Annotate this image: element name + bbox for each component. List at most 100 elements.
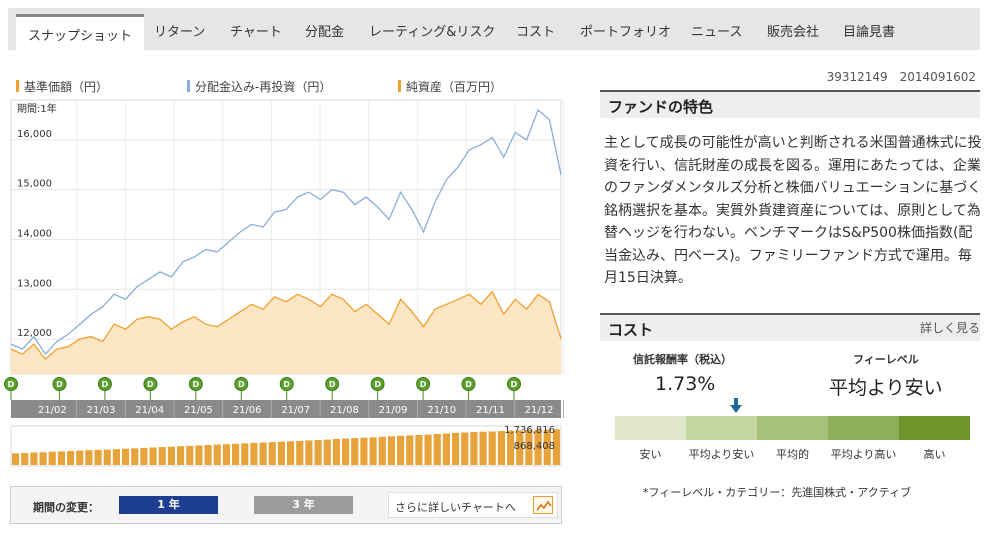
dividend-marker: [279, 377, 294, 391]
fee-level-value: 平均より安い: [829, 377, 943, 399]
net-assets-panel: [10, 425, 562, 467]
dividend-marker-label: D: [465, 380, 472, 389]
legend-nav-price: 基準価額（円）: [16, 78, 108, 95]
net-assets-max-label: 1,736,816: [504, 425, 555, 436]
dividend-marker-label: D: [374, 380, 381, 389]
tab-rating-risk[interactable]: レーティング&リスク: [369, 25, 496, 40]
trust-fee-label: 信託報酬率（税込）: [633, 353, 732, 366]
y-tick-label: 12,000: [17, 328, 52, 339]
net-assets-bar: [195, 445, 203, 465]
net-assets-bar: [149, 447, 157, 465]
net-assets-bar: [415, 434, 423, 465]
period-1y-button[interactable]: 1 年: [119, 496, 218, 514]
more-chart-link[interactable]: さらに詳しいチャートへ: [388, 492, 558, 518]
y-tick-label: 15,000: [17, 179, 52, 190]
fee-level-label: フィーレベル: [853, 353, 919, 366]
tab-portfolio[interactable]: ポートフォリオ: [580, 25, 672, 40]
fee-scale-label-below-average: 平均より安い: [688, 448, 755, 461]
dividend-marker: [52, 377, 67, 391]
y-tick-label: 16,000: [17, 129, 52, 140]
legend-nav-label: 基準価額（円）: [24, 80, 109, 94]
y-tick-label: 14,000: [17, 228, 52, 239]
tab-cost[interactable]: コスト: [516, 25, 556, 40]
tab-bar: スナップショット リターン チャート 分配金 レーティング&リスク コスト ポー…: [8, 8, 980, 50]
tab-distribution[interactable]: 分配金: [305, 25, 345, 40]
tab-snapshot[interactable]: スナップショット: [16, 14, 145, 50]
month-label: 21/05: [184, 405, 213, 416]
fee-scale-label-above-average: 平均より高い: [830, 448, 897, 461]
net-assets-bar: [332, 438, 340, 465]
chart-x-axis: 21/02 21/03 21/04 21/05 21/06 21/07 21/08 21/09…: [38, 400, 564, 418]
net-assets-bar: [314, 439, 322, 465]
net-assets-bar: [525, 429, 533, 465]
net-assets-bar: [497, 431, 505, 465]
net-assets-bar: [378, 436, 386, 465]
dividend-marker: [325, 377, 340, 391]
trust-fee-value: 1.73%: [655, 373, 716, 395]
legend-reinvested-swatch: [187, 80, 190, 92]
dividend-marker: [188, 377, 203, 391]
fee-scale-segment-expensive: [899, 416, 970, 440]
net-assets-bar: [369, 437, 377, 465]
dividend-marker: [97, 377, 112, 391]
dividend-marker-label: D: [511, 380, 518, 389]
tab-chart[interactable]: チャート: [230, 25, 282, 40]
dividend-marker: [370, 377, 385, 391]
features-heading: ファンドの特色: [600, 90, 980, 118]
month-label: 21/07: [281, 405, 310, 416]
net-assets-bar: [30, 452, 38, 465]
legend-reinvested-label: 分配金込み-再投資（円）: [195, 80, 332, 94]
tab-news[interactable]: ニュース: [691, 25, 743, 40]
net-assets-bar: [232, 443, 240, 465]
net-assets-min-label: 868,408: [514, 441, 555, 452]
fee-scale-segment-below-average: [686, 416, 757, 440]
month-label: 21/06: [233, 405, 262, 416]
net-assets-bar: [241, 443, 249, 465]
net-assets-bars: [12, 429, 560, 465]
period-label: 期間の変更：: [33, 501, 99, 514]
dividend-marker: [461, 377, 476, 391]
tab-return[interactable]: リターン: [154, 25, 206, 40]
net-assets-bar: [470, 432, 478, 465]
net-assets-bar: [424, 434, 432, 465]
dividend-marker-label: D: [56, 380, 63, 389]
net-assets-bar: [534, 429, 542, 465]
chart-y-axis: 16,000 15,000 14,000 13,000 12,000: [17, 129, 52, 339]
net-assets-bar: [433, 433, 441, 465]
dividend-marker-label: D: [102, 380, 109, 389]
net-assets-bar: [122, 448, 130, 465]
net-assets-bar: [305, 440, 313, 465]
net-assets-bar: [213, 444, 221, 465]
month-axis-band: [11, 400, 561, 418]
net-assets-bar: [222, 444, 230, 465]
tab-distributors[interactable]: 販売会社: [767, 25, 820, 40]
net-assets-bar: [76, 450, 84, 465]
net-assets-bar: [516, 430, 524, 465]
dividend-marker-label: D: [420, 380, 427, 389]
period-3y-button[interactable]: 3 年: [254, 496, 353, 514]
cost-detail-link[interactable]: 詳しく見る: [919, 321, 980, 335]
month-label: 21/03: [87, 405, 116, 416]
tab-prospectus[interactable]: 目論見書: [843, 25, 896, 40]
net-assets-bar: [351, 438, 359, 465]
net-assets-bar: [277, 441, 285, 465]
dividend-marker-label: D: [238, 380, 245, 389]
fee-scale-segment-cheap: [615, 416, 686, 440]
net-assets-bar: [39, 452, 47, 465]
dividend-marker-label: D: [283, 380, 290, 389]
net-assets-bar: [167, 446, 175, 465]
fee-level-scale: [615, 416, 970, 440]
dividend-marker: [507, 377, 521, 391]
series-line-reinvested: [10, 108, 562, 356]
fee-scale-segment-above-average: [828, 416, 899, 440]
net-assets-bar: [250, 442, 258, 465]
chart-period-label: 期間:1年: [17, 102, 57, 115]
dividend-marker-label: D: [329, 380, 336, 389]
net-assets-bar: [12, 453, 20, 465]
net-assets-bar: [131, 448, 139, 465]
net-assets-bar: [342, 438, 350, 465]
fee-scale-label-average: 平均的: [776, 448, 809, 461]
fee-scale-label-expensive: 高い: [923, 448, 946, 461]
net-assets-bar: [488, 431, 496, 465]
net-assets-bar: [112, 449, 120, 465]
